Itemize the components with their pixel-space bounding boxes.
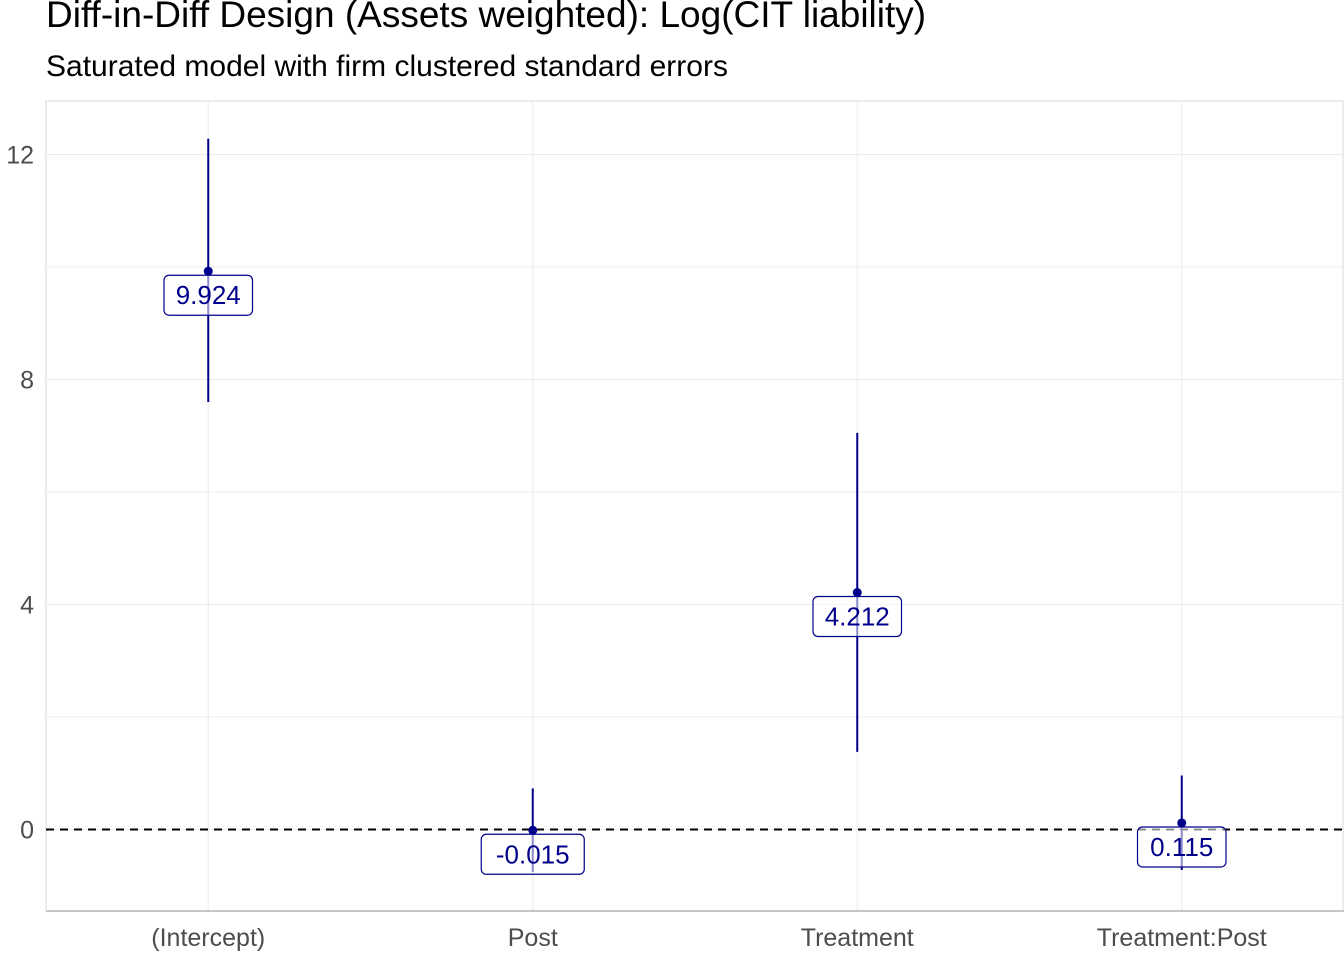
point-estimate [1177, 818, 1187, 828]
chart-subtitle: Saturated model with firm clustered stan… [46, 50, 728, 83]
point-estimate [852, 588, 862, 598]
y-tick-label: 4 [20, 591, 34, 619]
x-tick-label: Treatment [801, 924, 914, 952]
estimate-label-box [812, 595, 903, 638]
estimate-label-box [1136, 826, 1227, 868]
estimate-label-box [480, 833, 585, 875]
y-tick-label: 8 [20, 366, 34, 394]
estimate-label: 9.924 [176, 280, 241, 310]
estimate-marks [203, 138, 1187, 873]
y-tick-label: 12 [6, 141, 34, 169]
chart-title: Diff-in-Diff Design (Assets weighted): L… [46, 0, 927, 35]
panel-border [45, 100, 1344, 912]
estimate-label: 0.115 [1150, 832, 1213, 862]
estimate-labels: 9.924 -0.015 4.212 0.115 [163, 274, 1227, 875]
y-tick-label: 0 [20, 816, 34, 844]
estimate-label-box [163, 274, 254, 316]
x-tick-label: Post [508, 924, 558, 952]
axes: 0 4 8 12 (Intercept) Post Treatment Treatment:P… [6, 141, 1344, 952]
estimate-label: 4.212 [825, 602, 890, 632]
estimate-label: -0.015 [496, 839, 570, 869]
x-tick-label: (Intercept) [151, 924, 265, 952]
point-estimate [203, 266, 213, 276]
x-tick-label: Treatment:Post [1097, 924, 1267, 952]
grid-lines [45, 100, 1344, 912]
point-estimate [528, 825, 538, 835]
